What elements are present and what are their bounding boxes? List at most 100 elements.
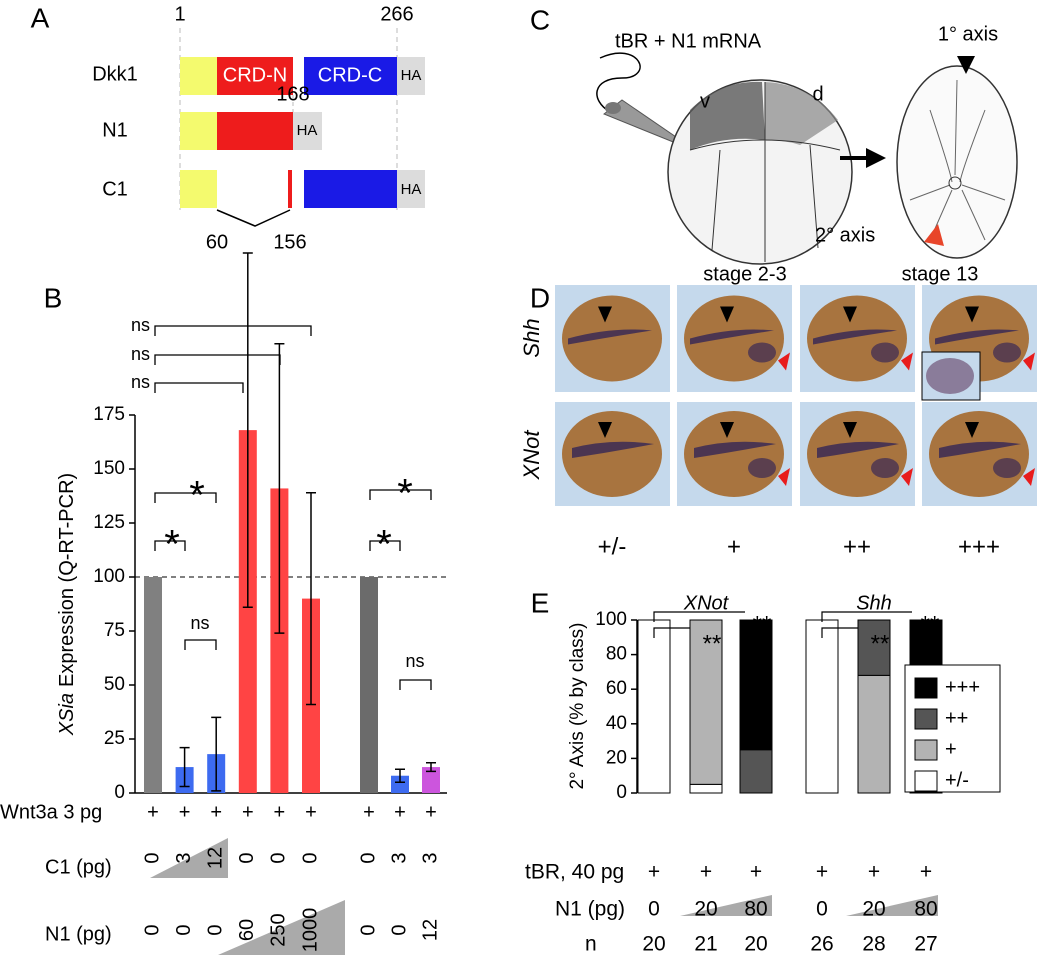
condition-label: n — [585, 933, 597, 956]
position-label: 266 — [380, 3, 413, 25]
axis-arrowhead-red — [901, 352, 913, 371]
bar — [360, 577, 378, 793]
panel-letter: D — [530, 282, 550, 313]
axis-arrowhead — [720, 422, 734, 438]
dose-wedge — [218, 900, 345, 955]
condition-value: 0 — [357, 924, 379, 935]
domain-box — [293, 112, 322, 150]
condition-value: 0 — [141, 924, 163, 935]
injection-label: tBR + N1 mRNA — [615, 30, 762, 52]
dose-wedge — [846, 895, 938, 916]
position-label: 168 — [276, 83, 309, 105]
axis-arrowhead — [965, 306, 979, 323]
condition-value: 12 — [419, 919, 441, 941]
condition-value: + — [920, 861, 932, 884]
condition-label: N1 (pg) — [555, 898, 625, 921]
animal-cell — [765, 82, 838, 145]
bar — [391, 775, 409, 793]
condition-value: 3 — [388, 852, 410, 863]
dose-wedge — [680, 895, 772, 916]
bar — [422, 767, 440, 793]
y-tick-label: 100 — [595, 609, 627, 630]
stain — [939, 441, 1021, 458]
significance-label: ** — [703, 630, 722, 657]
y-tick-label: 125 — [93, 512, 125, 533]
secondary-stain — [993, 458, 1021, 478]
panel-letter: C — [530, 4, 550, 35]
axis-arrowhead-red — [901, 468, 913, 486]
condition-value: + — [648, 861, 660, 884]
y-axis-label-text: Expression (Q-RT-PCR) — [56, 473, 78, 687]
y-tick-label: 0 — [616, 782, 627, 803]
bar-segment — [805, 619, 839, 794]
condition-label: C1 (pg) — [45, 856, 112, 878]
domain-box — [180, 170, 217, 208]
axis-arrowhead-red — [1023, 352, 1035, 371]
condition-value: 20 — [744, 933, 767, 956]
cleavage-lines — [689, 82, 841, 262]
bar-segment — [637, 619, 671, 794]
significance-bracket — [653, 611, 745, 622]
domain-box — [304, 170, 397, 208]
bar-segment — [857, 619, 891, 676]
construct-label: Dkk1 — [92, 63, 138, 85]
embryo-stage13 — [896, 65, 1018, 259]
inset-embryo — [926, 358, 974, 394]
significance-bracket — [653, 627, 690, 638]
stage-label: stage 2-3 — [703, 263, 786, 285]
condition-value: + — [179, 801, 191, 823]
axis-label: 1° axis — [938, 23, 998, 45]
arrow-head — [866, 148, 886, 168]
domain-box — [217, 112, 293, 150]
bar-segment — [689, 619, 723, 785]
condition-value: 250 — [268, 913, 290, 946]
embryo — [562, 411, 662, 497]
axis-arrowhead — [720, 306, 734, 323]
domain-box — [180, 112, 217, 150]
secondary-stain — [748, 342, 776, 363]
stain — [572, 441, 654, 458]
condition-label: Wnt3a 3 pg — [0, 801, 102, 823]
condition-value: 3 — [173, 852, 195, 863]
axis-arrowhead-red — [778, 352, 790, 371]
secondary-stain — [748, 458, 776, 478]
domain-label: CRD-C — [318, 64, 382, 86]
condition-value: 1000 — [299, 908, 321, 953]
condition-value: + — [274, 801, 286, 823]
significance-bracket — [154, 325, 312, 336]
condition-value: 0 — [299, 852, 321, 863]
y-axis-label-italic: XSia — [56, 693, 78, 736]
bar-segment — [739, 619, 773, 751]
tag-label: HA — [297, 122, 318, 139]
condition-value: + — [816, 861, 828, 884]
legend-label: + — [945, 738, 957, 760]
blastopore — [948, 176, 962, 190]
significance-bracket — [821, 627, 858, 638]
y-tick-label: 100 — [93, 566, 125, 587]
legend-swatch — [914, 770, 938, 792]
position-label: 1 — [174, 3, 185, 25]
condition-value: + — [210, 801, 222, 823]
marker-label: Shh — [519, 318, 544, 357]
significance-label: * — [164, 523, 180, 567]
condition-value: 80 — [914, 898, 937, 921]
axis-arrowhead — [598, 306, 612, 323]
y-tick-label: 20 — [606, 747, 627, 768]
class-label: +/- — [598, 533, 627, 560]
significance-bracket — [154, 354, 281, 365]
condition-value: 21 — [694, 933, 717, 956]
y-axis-label: XSia Expression (Q-RT-PCR) — [56, 473, 78, 736]
significance-label: ** — [871, 630, 890, 657]
error-bar — [179, 746, 190, 788]
significance-label: ns — [131, 315, 150, 335]
condition-value: 60 — [236, 919, 258, 941]
condition-value: 0 — [204, 924, 226, 935]
significance-label: ns — [190, 613, 209, 633]
domain-box — [304, 57, 397, 95]
significance-bracket — [184, 639, 217, 650]
class-label: ++ — [843, 533, 871, 560]
condition-value: + — [750, 861, 762, 884]
domain-box — [397, 170, 425, 208]
y-tick-label: 25 — [104, 728, 125, 749]
deletion-connector — [216, 209, 291, 227]
